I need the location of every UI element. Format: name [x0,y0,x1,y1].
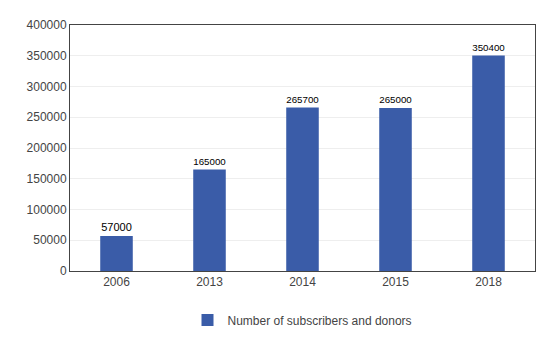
svg-text:2014: 2014 [289,275,316,289]
svg-text:200000: 200000 [27,141,67,155]
svg-text:57000: 57000 [101,221,132,233]
svg-text:2018: 2018 [475,275,502,289]
svg-text:Number of subscribers and dono: Number of subscribers and donors [228,314,412,328]
svg-text:2013: 2013 [196,275,223,289]
svg-text:165000: 165000 [193,156,226,167]
svg-text:350400: 350400 [472,42,505,53]
svg-text:150000: 150000 [27,172,67,186]
svg-text:400000: 400000 [27,18,67,32]
svg-text:0: 0 [60,264,67,278]
svg-text:50000: 50000 [33,233,67,247]
svg-text:100000: 100000 [27,203,67,217]
svg-text:265000: 265000 [379,94,412,105]
svg-text:265700: 265700 [286,94,319,105]
svg-text:2015: 2015 [382,275,409,289]
svg-text:250000: 250000 [27,110,67,124]
svg-text:350000: 350000 [27,49,67,63]
svg-text:2006: 2006 [103,275,130,289]
svg-text:300000: 300000 [27,80,67,94]
